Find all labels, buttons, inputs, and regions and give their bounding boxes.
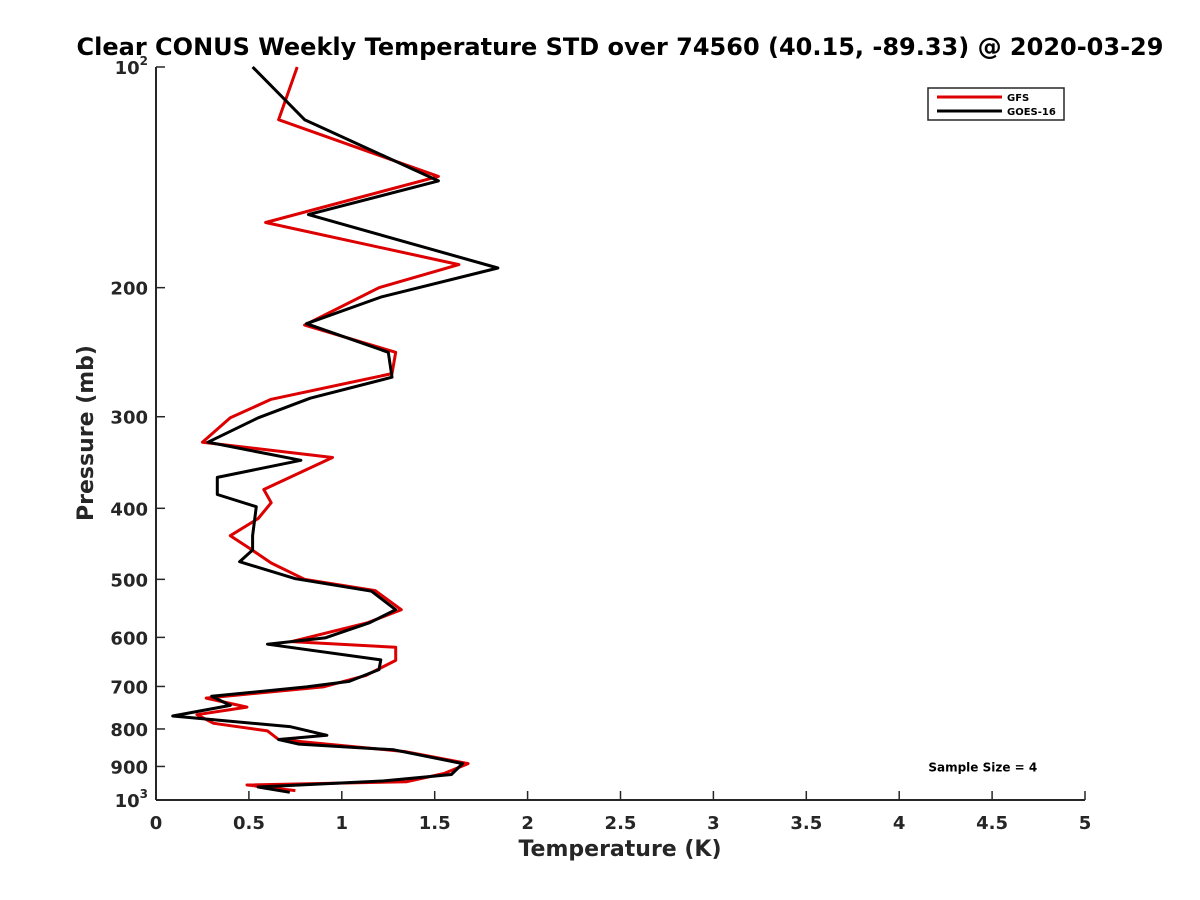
y-tick-label: 800 (110, 720, 148, 741)
y-tick-label: 600 (110, 628, 148, 649)
x-tick-label: 4 (893, 813, 906, 834)
y-tick-label: 200 (110, 279, 148, 300)
legend-label-gfs: GFS (1007, 93, 1029, 104)
x-tick-label: 0 (150, 813, 163, 834)
y-tick-label: 500 (110, 570, 148, 591)
y-tick-label: 700 (110, 677, 148, 698)
y-tick-label: 103 (115, 787, 148, 812)
series-line-goes-16 (171, 65, 500, 794)
y-tick-label: 400 (110, 499, 148, 520)
legend: GFS GOES-16 (927, 87, 1065, 121)
x-tick-label: 2 (521, 813, 534, 834)
x-axis-label: Temperature (K) (518, 837, 721, 862)
y-tick-label: 300 (110, 408, 148, 429)
y-tick-label: 102 (115, 54, 148, 79)
x-tick-label: 0.5 (233, 813, 265, 834)
y-axis-label: Pressure (mb) (74, 345, 99, 521)
x-tick-label: 2.5 (605, 813, 637, 834)
legend-box (927, 87, 1065, 121)
x-tick-label: 1 (336, 813, 349, 834)
sample-size-annotation: Sample Size = 4 (928, 761, 1037, 775)
x-tick-label: 4.5 (976, 813, 1008, 834)
plot-area: 0 0.5 1 1.5 2 2.5 3 3.5 4 4.5 5 102 200 300 400 500 600 7… (110, 54, 1091, 834)
x-tick-label: 5 (1079, 813, 1092, 834)
x-tick-label: 3 (707, 813, 720, 834)
y-tick-label: 900 (110, 757, 148, 778)
legend-label-goes-16: GOES-16 (1007, 107, 1056, 118)
x-tick-label: 1.5 (419, 813, 451, 834)
chart-title: Clear CONUS Weekly Temperature STD over … (77, 33, 1164, 61)
x-tick-label: 3.5 (790, 813, 822, 834)
